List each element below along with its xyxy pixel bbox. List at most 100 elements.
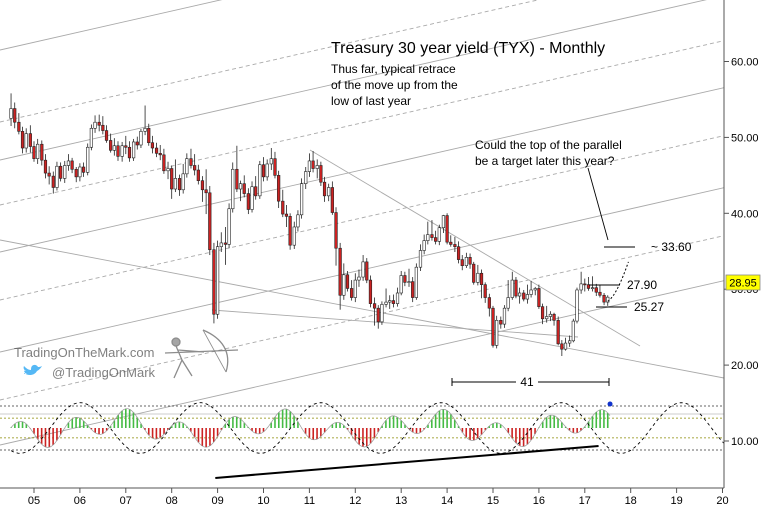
candle-body (330, 187, 334, 213)
candle-body (43, 159, 48, 174)
candle-body (51, 175, 55, 188)
candle-body (135, 141, 139, 146)
candle-body (238, 183, 243, 190)
candle-body (219, 242, 223, 247)
candle-body (101, 124, 105, 131)
candle-body (166, 168, 170, 172)
candle-body (24, 133, 28, 149)
candle-body (254, 186, 258, 197)
candle-body (568, 340, 572, 344)
candle-body (437, 227, 441, 242)
candle-body (143, 127, 147, 132)
watermark: TradingOnTheMark.com @TradingOnMark (14, 329, 239, 380)
candle-body (189, 158, 193, 166)
candle-body (242, 183, 246, 194)
channel-line (0, 0, 707, 161)
candle-body (456, 246, 461, 260)
projection-path (607, 261, 629, 302)
candle-body (89, 127, 93, 148)
time-tick-label: 11 (304, 495, 315, 507)
candle-body (479, 272, 484, 285)
candle-body (227, 208, 231, 245)
candle-body (281, 200, 285, 215)
candle-body (158, 153, 162, 156)
level-label-25-27: 25.27 (634, 300, 664, 314)
time-axis: 05 06 07 08 09 10 11 12 13 14 15 16 17 18 19 20 (28, 488, 729, 507)
candle-body (602, 294, 606, 303)
candle-body (399, 275, 403, 294)
candle-body (47, 172, 51, 177)
candle-body (342, 274, 346, 296)
time-tick-label: 07 (120, 495, 132, 507)
candle-body (522, 292, 526, 300)
twitter-bird-icon (23, 364, 42, 376)
watermark-site: TradingOnTheMark.com (14, 345, 154, 360)
candle-body (147, 127, 151, 144)
candle-body (81, 166, 86, 173)
wedge-line (309, 149, 641, 347)
candle-body (127, 146, 132, 159)
retrace-note-line-3: low of last year (331, 94, 411, 108)
candle-body (63, 165, 67, 179)
candle-body (372, 303, 377, 309)
candle-body (506, 297, 510, 309)
candle-body (591, 287, 595, 289)
time-tick-label: 14 (441, 495, 453, 507)
candle-body (395, 292, 400, 304)
candle-body (545, 316, 549, 320)
candle-body (403, 275, 407, 283)
candle-body (537, 288, 541, 307)
candlesticks (9, 93, 610, 356)
time-tick-label: 12 (349, 495, 361, 507)
price-tick-label: 10.00 (731, 436, 759, 448)
time-tick-label: 18 (625, 495, 637, 507)
candle-body (327, 187, 331, 197)
candle-body (315, 165, 319, 169)
candle-body (556, 320, 560, 345)
candle-body (261, 164, 266, 178)
candle-body (132, 141, 136, 159)
candle-body (552, 313, 556, 321)
candle-body (361, 261, 365, 278)
candle-body (453, 244, 457, 247)
candle-body (181, 173, 185, 191)
archer-logo-icon (164, 329, 239, 379)
time-tick-label: 06 (74, 495, 86, 507)
candle-body (299, 183, 304, 216)
candle-body (502, 307, 507, 325)
candle-body (208, 192, 212, 251)
candle-body (277, 175, 281, 202)
candle-body (449, 241, 453, 245)
cycle-span-label: 41 (520, 375, 534, 389)
candle-body (571, 320, 575, 342)
candle-body (20, 131, 25, 149)
candle-body (304, 171, 308, 184)
candle-body (250, 186, 254, 210)
candle-body (334, 212, 338, 249)
candle-body (483, 284, 487, 298)
candle-body (445, 215, 449, 243)
candle-body (525, 294, 530, 300)
last-price-marker: 28.95 (725, 274, 761, 291)
channel-line (0, 0, 540, 123)
candle-body (426, 234, 430, 241)
candle-body (414, 266, 418, 298)
time-tick-label: 13 (395, 495, 407, 507)
candle-body (246, 193, 250, 210)
oscillator-line (10, 408, 611, 448)
candle-body (40, 143, 44, 161)
candle-body (258, 164, 262, 197)
candle-body (411, 281, 415, 298)
candle-body (307, 160, 312, 172)
candle-body (560, 343, 564, 350)
candle-body (460, 259, 464, 266)
candle-body (368, 279, 373, 304)
candle-body (124, 145, 128, 148)
candle-body (357, 276, 361, 281)
candle-body (55, 165, 59, 188)
candle-body (353, 279, 357, 298)
cycle-oscillator (0, 401, 724, 479)
candle-body (154, 147, 159, 154)
candle-body (514, 279, 518, 297)
